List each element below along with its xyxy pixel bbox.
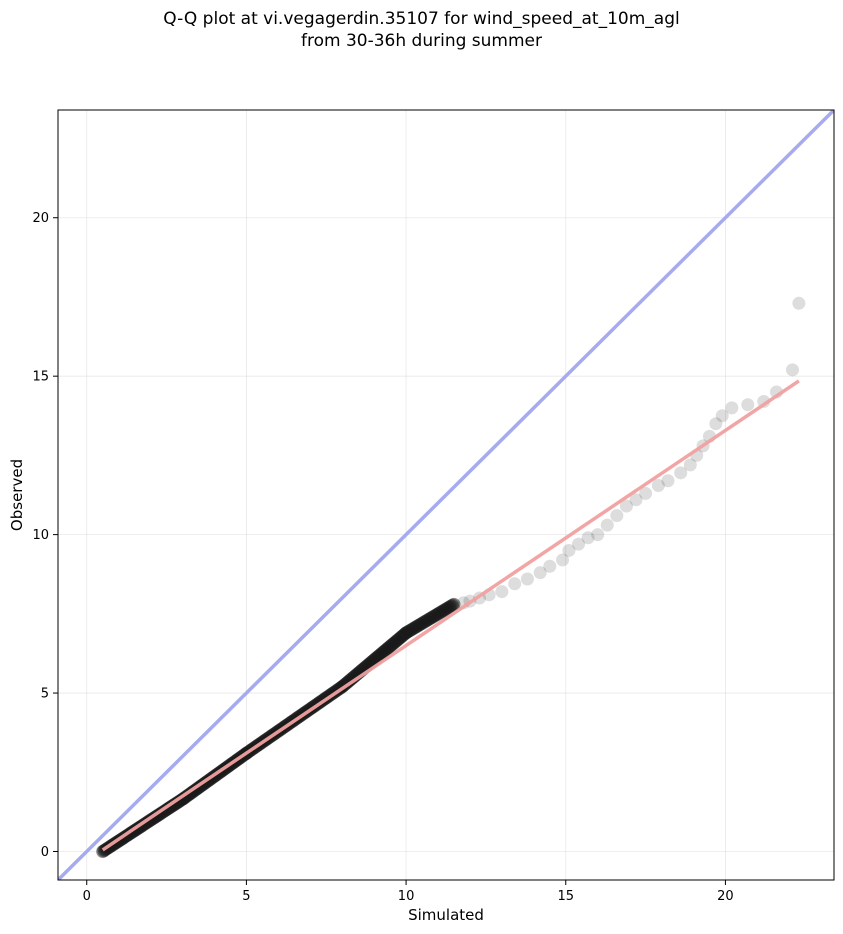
qq-point — [651, 478, 665, 492]
qq-point — [792, 296, 806, 310]
y-tick-label: 20 — [32, 211, 49, 226]
qq-point — [508, 577, 522, 591]
qq-point — [556, 553, 570, 567]
y-tick-label: 15 — [32, 370, 49, 385]
qq-point — [591, 528, 605, 542]
x-tick-label: 0 — [83, 889, 91, 904]
x-tick-label: 15 — [557, 889, 574, 904]
plot-frame — [57, 109, 835, 881]
qq-point — [785, 363, 799, 377]
y-tick-label: 10 — [32, 528, 49, 543]
qq-point — [619, 499, 633, 513]
qq-point — [639, 486, 653, 500]
x-tick-label: 10 — [398, 889, 415, 904]
qq-point — [725, 401, 739, 415]
qq-point — [562, 543, 576, 557]
y-tick-label: 0 — [41, 845, 49, 860]
qq-point — [610, 509, 624, 523]
chart-title-line-2: from 30-36h during summer — [301, 31, 542, 51]
identity-line — [58, 110, 834, 880]
qq-point — [683, 458, 697, 472]
fit-layer — [101, 379, 800, 852]
fit-line — [101, 379, 800, 852]
x-tick-label: 20 — [717, 889, 734, 904]
qq-point — [572, 537, 586, 551]
chart-title: Q-Q plot at vi.vegagerdin.35107 for wind… — [0, 8, 843, 52]
qq-point — [674, 466, 688, 480]
qq-point — [520, 572, 534, 586]
qq-point — [600, 518, 614, 532]
x-axis-label: Simulated — [408, 906, 484, 924]
qq-point — [447, 597, 461, 611]
qq-point — [533, 566, 547, 580]
qq-point — [709, 417, 723, 431]
qq-point — [715, 409, 729, 423]
axis-ticks: 0 5 10 15 20 0 5 10 15 20 — [32, 211, 733, 904]
qq-point — [581, 531, 595, 545]
reference-layer — [58, 110, 834, 880]
grid — [58, 110, 834, 880]
y-tick-label: 5 — [41, 687, 49, 702]
y-axis-label: Observed — [8, 459, 26, 531]
qq-point — [629, 493, 643, 507]
qq-point — [661, 474, 675, 488]
qq-point — [495, 585, 509, 599]
x-tick-label: 5 — [242, 889, 250, 904]
qq-point — [741, 398, 755, 412]
qq-point — [543, 559, 557, 573]
chart-title-line-1: Q-Q plot at vi.vegagerdin.35107 for wind… — [163, 9, 680, 29]
